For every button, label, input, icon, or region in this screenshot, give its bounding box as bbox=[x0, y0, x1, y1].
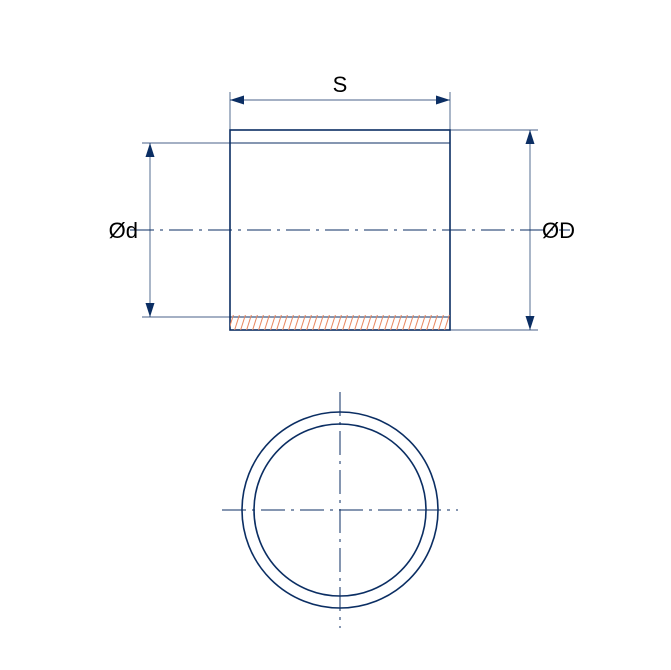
dimension-s-arrow-right bbox=[436, 96, 450, 105]
dimension-s-length: S bbox=[230, 72, 450, 130]
side-elevation-view bbox=[130, 130, 570, 332]
dimension-d-arrow-bottom bbox=[146, 303, 155, 317]
end-circular-view bbox=[222, 392, 458, 628]
dimension-D-label: ØD bbox=[542, 218, 575, 243]
bush-technical-drawing: S Ød ØD bbox=[0, 0, 671, 670]
dimension-s-arrow-left bbox=[230, 96, 244, 105]
dimension-D-arrow-bottom bbox=[526, 316, 535, 330]
section-hatch-band bbox=[210, 313, 474, 332]
dimension-d-arrow-top bbox=[146, 143, 155, 157]
dimension-D-arrow-top bbox=[526, 130, 535, 144]
dimension-d-label: Ød bbox=[109, 218, 138, 243]
dimension-s-label: S bbox=[333, 72, 348, 97]
